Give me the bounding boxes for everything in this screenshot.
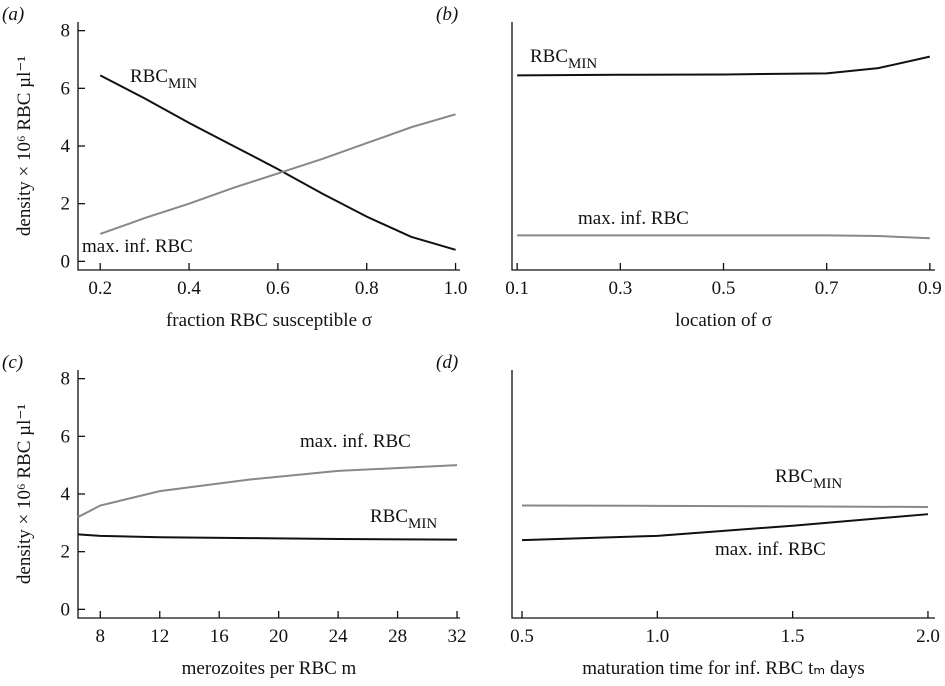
x-tick-label: 0.6 <box>266 278 290 299</box>
axis-line <box>77 22 460 271</box>
series-line <box>77 533 458 541</box>
x-tick-label: 0.8 <box>355 278 379 299</box>
series-label: RBCMIN <box>130 66 197 92</box>
axis-line <box>511 370 935 619</box>
x-tick-label: 0.2 <box>88 278 112 299</box>
x-tick-label: 0.9 <box>918 278 942 299</box>
series-label: max. inf. RBC <box>82 236 193 257</box>
x-tick-label: 0.4 <box>177 278 201 299</box>
x-axis-label: fraction RBC susceptible σ <box>166 310 372 331</box>
series-name: RBC <box>130 66 168 87</box>
y-tick-label: 0 <box>61 251 71 272</box>
y-tick-label: 8 <box>61 369 71 390</box>
series-line <box>522 504 928 508</box>
y-tick-label: 4 <box>61 484 71 505</box>
x-tick-label: 1.0 <box>645 626 669 647</box>
series-line <box>99 74 456 251</box>
y-axis-label: density × 10⁶ RBC µl⁻¹ <box>14 56 35 236</box>
series-name: RBC <box>775 466 813 487</box>
x-axis-label: location of σ <box>675 310 772 331</box>
panel-label: (b) <box>436 4 458 25</box>
panel: (a) 0.2 0.4 0.6 0.8 1.0 0 2 4 6 8 fraction RBC susc… <box>2 4 467 331</box>
series-label: max. inf. RBC <box>300 431 411 452</box>
x-tick-label: 0.5 <box>510 626 534 647</box>
panel: (b) 0.1 0.3 0.5 0.7 0.9 location of σ RBCMIN max… <box>436 4 942 331</box>
axis-line <box>511 22 935 271</box>
x-axis-label: merozoites per RBC m <box>182 658 357 679</box>
panel-label: (d) <box>436 352 458 373</box>
y-tick-label: 6 <box>61 78 71 99</box>
x-tick-label: 2.0 <box>916 626 940 647</box>
x-tick-label: 16 <box>210 626 229 647</box>
x-tick-label: 8 <box>96 626 106 647</box>
series-name: max. inf. RBC <box>300 431 411 452</box>
y-tick-label: 6 <box>61 426 71 447</box>
panel: (d) 0.5 1.0 1.5 2.0 maturation time for inf. … <box>436 352 940 679</box>
series-name-subscript: MIN <box>568 56 597 72</box>
y-tick-label: 4 <box>61 136 71 157</box>
series-label: RBCMIN <box>775 466 842 492</box>
series-line <box>99 113 456 235</box>
x-tick-label: 0.7 <box>815 278 839 299</box>
x-tick-label: 24 <box>329 626 349 647</box>
x-tick-label: 28 <box>388 626 407 647</box>
series-name: max. inf. RBC <box>578 208 689 229</box>
series-label: RBCMIN <box>370 506 437 532</box>
series-label: max. inf. RBC <box>715 539 826 560</box>
x-tick-label: 20 <box>269 626 288 647</box>
series-name: RBC <box>370 506 408 527</box>
x-tick-label: 32 <box>448 626 467 647</box>
x-tick-label: 1.5 <box>781 626 805 647</box>
x-tick-label: 0.5 <box>712 278 736 299</box>
series-label: RBCMIN <box>530 46 597 72</box>
series-label: max. inf. RBC <box>578 208 689 229</box>
x-axis-label: maturation time for inf. RBC tₘ days <box>582 658 865 679</box>
panel-label: (a) <box>2 4 24 25</box>
series-line <box>517 234 930 240</box>
series-line <box>517 55 931 77</box>
y-tick-label: 2 <box>61 542 71 563</box>
series-line <box>77 464 458 518</box>
y-tick-label: 2 <box>61 194 71 215</box>
series-name-subscript: MIN <box>168 76 197 92</box>
panel-label: (c) <box>2 352 23 373</box>
y-axis-label: density × 10⁶ RBC µl⁻¹ <box>14 404 35 584</box>
series-name: max. inf. RBC <box>82 236 193 257</box>
series-name: max. inf. RBC <box>715 539 826 560</box>
series-line <box>521 513 929 542</box>
y-tick-label: 8 <box>61 21 71 42</box>
axis-line <box>77 370 460 619</box>
series-name-subscript: MIN <box>408 516 437 532</box>
series-name: RBC <box>530 46 568 67</box>
x-tick-label: 1.0 <box>444 278 468 299</box>
x-tick-label: 0.3 <box>608 278 632 299</box>
series-name-subscript: MIN <box>813 476 842 492</box>
x-tick-label: 0.1 <box>505 278 529 299</box>
y-tick-label: 0 <box>61 599 71 620</box>
x-tick-label: 12 <box>150 626 169 647</box>
